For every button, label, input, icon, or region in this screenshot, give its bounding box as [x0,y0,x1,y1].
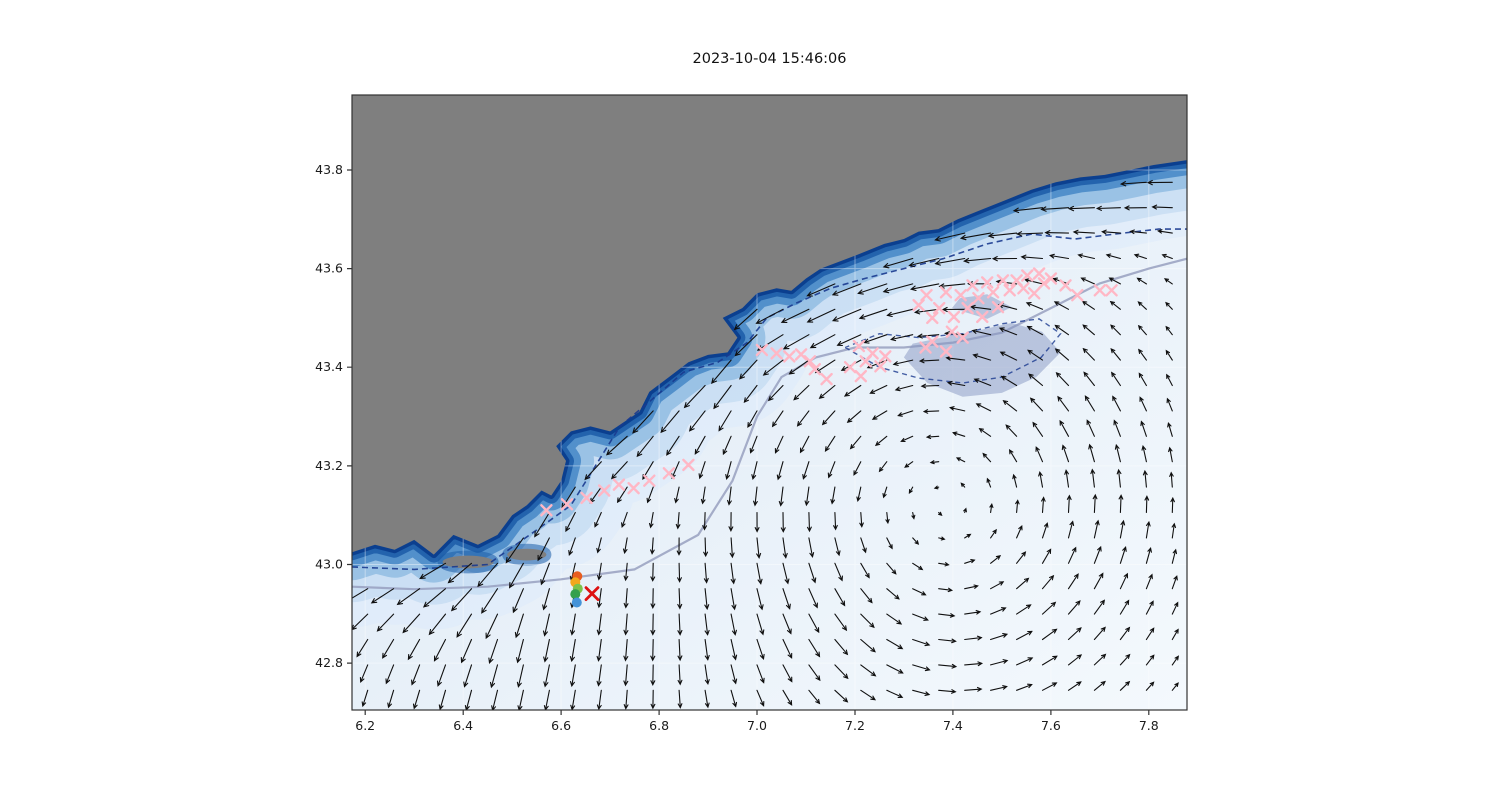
trajectory-dots [570,571,583,608]
x-tick-label: 7.8 [1139,718,1159,733]
trajectory-dot [571,597,582,608]
map-layers [352,95,1187,710]
bathymetry-patch [903,322,1061,397]
island [507,548,547,561]
land-mass [352,95,1187,555]
x-tick-label: 6.8 [649,718,669,733]
island [442,555,494,569]
observation-x-markers [540,267,1118,517]
x-tick-label: 7.0 [747,718,767,733]
x-tick-label: 7.6 [1041,718,1061,733]
axes-frame [351,94,1188,711]
shelf-isobath-dashed [352,228,1187,571]
y-axis: 42.8 43.0 43.2 43.4 43.6 43.8 [315,162,343,670]
y-tick-label: 43.0 [315,557,343,572]
y-tick-label: 42.8 [315,655,343,670]
x-tick-label: 6.6 [551,718,571,733]
x-tick-label: 7.4 [943,718,963,733]
trajectory-dot [570,589,581,600]
x-axis: 6.2 6.4 6.6 6.8 7.0 7.2 7.4 7.6 7.8 [355,718,1159,733]
tick-marks [347,169,1150,715]
y-tick-label: 43.4 [315,359,343,374]
isobath-loop-dashed [844,318,1062,384]
y-tick-label: 43.2 [315,458,343,473]
x-tick-label: 6.2 [355,718,375,733]
target-x-marker [584,586,600,601]
current-quiver-arrows [352,179,1180,710]
x-tick-label: 6.4 [453,718,473,733]
y-tick-label: 43.6 [315,261,343,276]
y-tick-label: 43.8 [315,162,343,177]
x-tick-label: 7.2 [845,718,865,733]
chart-title: 2023-10-04 15:46:06 [692,51,847,67]
